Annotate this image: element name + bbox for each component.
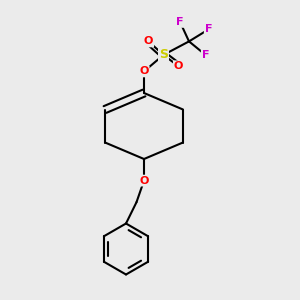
Text: O: O — [174, 61, 183, 71]
Text: F: F — [176, 17, 184, 27]
Text: F: F — [205, 24, 212, 34]
Text: O: O — [144, 36, 153, 46]
Text: S: S — [159, 48, 168, 62]
Text: F: F — [202, 50, 209, 60]
Text: O: O — [139, 66, 149, 76]
Text: O: O — [139, 176, 149, 186]
